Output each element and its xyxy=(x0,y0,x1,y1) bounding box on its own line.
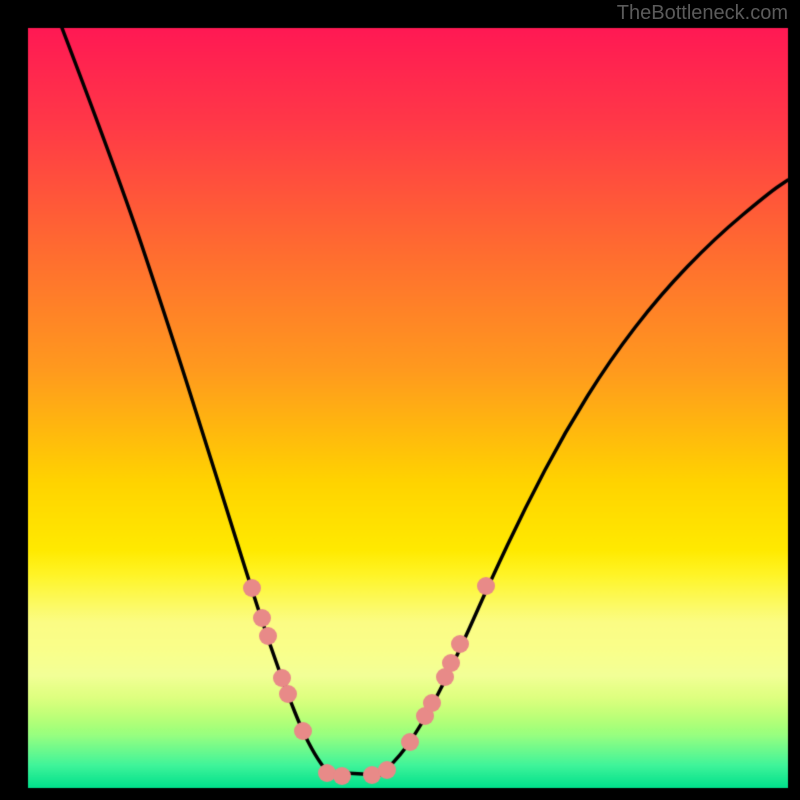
watermark-text: TheBottleneck.com xyxy=(617,2,788,25)
bottleneck-chart-canvas xyxy=(0,0,800,800)
